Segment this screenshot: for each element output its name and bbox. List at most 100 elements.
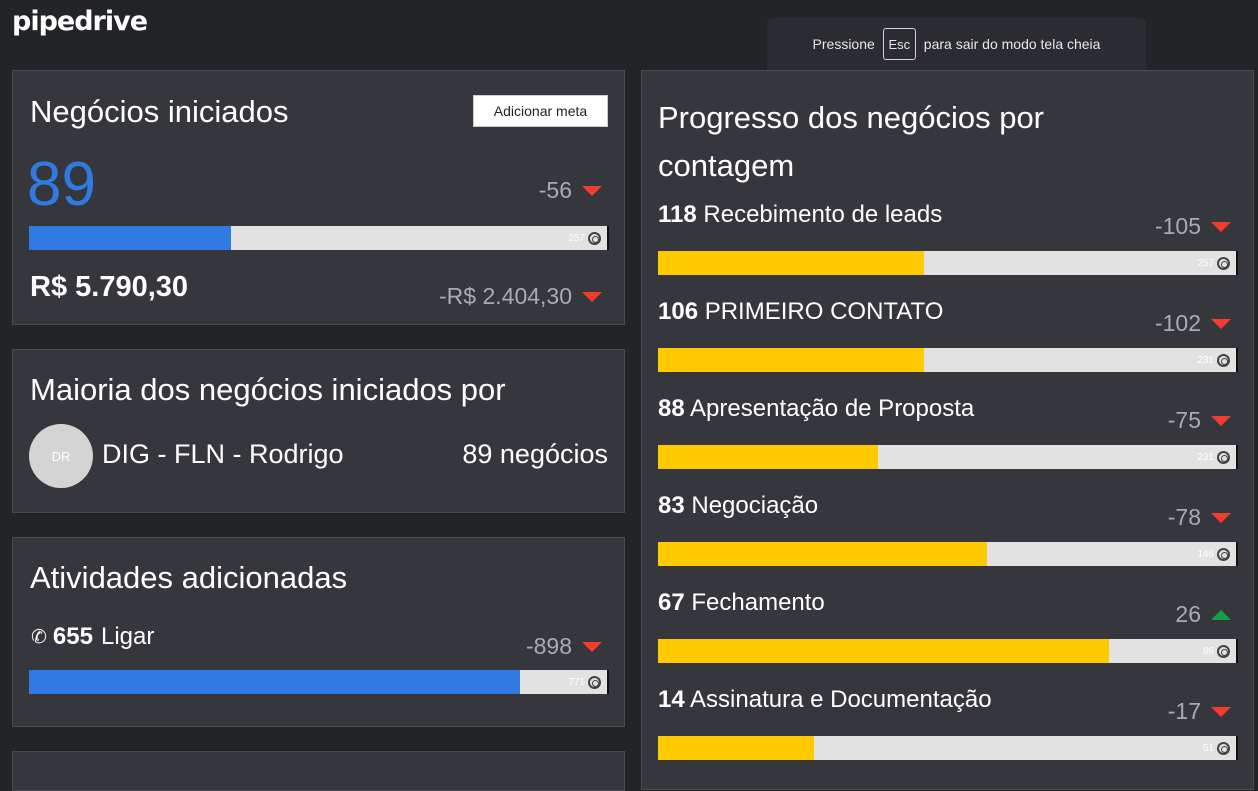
deals-count-delta: -56 xyxy=(539,177,602,204)
deals-started-title: Negócios iniciados xyxy=(30,94,289,129)
target-icon xyxy=(1217,353,1230,367)
down-arrow-icon xyxy=(582,185,602,196)
activities-goal-value: 771 xyxy=(568,676,585,688)
stage-label: 83 Negociação xyxy=(658,492,818,520)
stage-goal: 231 xyxy=(1197,348,1230,372)
deals-progress-fill xyxy=(29,226,232,250)
next-card xyxy=(12,751,625,791)
stage-row: 14 Assinatura e Documentação -17 51 xyxy=(658,686,1238,783)
stage-progress-bar: 51 xyxy=(658,736,1238,760)
stage-progress-bar: 231 xyxy=(658,445,1238,469)
down-arrow-icon xyxy=(1211,415,1231,426)
stage-label: 118 Recebimento de leads xyxy=(658,201,942,229)
down-arrow-icon xyxy=(1211,706,1231,717)
stage-goal: 51 xyxy=(1203,736,1230,760)
stage-goal-value: 231 xyxy=(1197,354,1214,366)
stage-name: Assinatura e Documentação xyxy=(690,686,992,713)
stage-goal: 231 xyxy=(1197,445,1230,469)
target-icon xyxy=(1217,256,1230,270)
activity-row: ✆ 655 Ligar xyxy=(31,623,154,651)
target-icon xyxy=(588,675,601,689)
stage-delta-value: -17 xyxy=(1167,698,1201,724)
banner-suffix: para sair do modo tela cheia xyxy=(923,36,1101,52)
deals-value-delta-value: -R$ 2.404,30 xyxy=(439,283,572,309)
target-icon xyxy=(1217,644,1230,658)
down-arrow-icon xyxy=(1211,318,1231,329)
stage-row: 106 PRIMEIRO CONTATO -102 231 xyxy=(658,298,1238,395)
stage-count: 88 xyxy=(658,395,685,422)
avatar: DR xyxy=(29,424,93,488)
stage-delta: -105 xyxy=(1155,213,1231,240)
activities-delta: -898 xyxy=(526,633,602,660)
stage-progress-bar: 86 xyxy=(658,639,1238,663)
down-arrow-icon xyxy=(582,291,602,302)
down-arrow-icon xyxy=(1211,221,1231,232)
stage-goal: 257 xyxy=(1197,251,1230,275)
stage-name: Apresentação de Proposta xyxy=(690,395,975,422)
stage-progress-fill xyxy=(658,348,924,372)
stage-delta: -78 xyxy=(1168,504,1231,531)
stage-delta: -102 xyxy=(1155,310,1231,337)
activity-type: Ligar xyxy=(100,623,155,650)
top-owner-card: Maioria dos negócios iniciados por DR DI… xyxy=(12,349,625,513)
activities-delta-value: -898 xyxy=(525,633,572,659)
deal-progress-title: Progresso dos negócios por contagem xyxy=(658,100,1045,183)
target-icon xyxy=(1217,741,1230,755)
stage-count: 118 xyxy=(658,201,697,228)
stage-delta-value: 26 xyxy=(1175,601,1201,627)
stage-goal: 146 xyxy=(1197,542,1230,566)
stage-goal-value: 146 xyxy=(1197,548,1214,560)
stage-progress-fill xyxy=(658,542,988,566)
stage-progress-fill xyxy=(658,736,815,760)
stage-progress-bar: 231 xyxy=(658,348,1238,372)
deals-value: R$ 5.790,30 xyxy=(30,271,189,303)
stage-row: 83 Negociação -78 146 xyxy=(658,492,1238,589)
stage-count: 14 xyxy=(658,686,685,713)
activities-progress-fill xyxy=(29,670,521,694)
stage-delta: -17 xyxy=(1168,698,1231,725)
stage-goal: 86 xyxy=(1203,639,1230,663)
stage-count: 67 xyxy=(658,589,685,616)
up-arrow-icon xyxy=(1211,609,1231,620)
stage-progress-bar: 257 xyxy=(658,251,1238,275)
stage-progress-fill xyxy=(658,445,878,469)
stage-count: 106 xyxy=(658,298,699,325)
add-goal-button[interactable]: Adicionar meta xyxy=(473,95,608,127)
phone-icon: ✆ xyxy=(31,626,47,648)
stage-label: 67 Fechamento xyxy=(658,589,825,617)
activities-card: Atividades adicionadas ✆ 655 Ligar -898 … xyxy=(12,537,625,727)
stage-name: Negociação xyxy=(691,492,819,519)
stage-row: 118 Recebimento de leads -105 257 xyxy=(658,201,1238,298)
activities-progress-bar: 771 xyxy=(29,670,609,694)
esc-key: Esc xyxy=(882,28,916,60)
stage-label: 106 PRIMEIRO CONTATO xyxy=(658,298,943,326)
stage-count: 83 xyxy=(658,492,685,519)
stage-delta-value: -75 xyxy=(1167,407,1201,433)
fullscreen-exit-banner: Pressione Esc para sair do modo tela che… xyxy=(767,18,1146,70)
activities-title: Atividades adicionadas xyxy=(30,560,348,595)
stage-delta-value: -105 xyxy=(1154,213,1201,239)
stage-progress-fill xyxy=(658,251,924,275)
stage-label: 88 Apresentação de Proposta xyxy=(658,395,974,423)
target-icon xyxy=(1217,547,1230,561)
down-arrow-icon xyxy=(582,641,602,652)
stage-name: PRIMEIRO CONTATO xyxy=(704,298,944,325)
stage-goal-value: 86 xyxy=(1202,645,1214,657)
banner-prefix: Pressione xyxy=(812,36,875,52)
deals-count: 89 xyxy=(27,150,96,219)
stage-name: Fechamento xyxy=(691,589,825,616)
stage-goal-value: 231 xyxy=(1197,451,1214,463)
stage-row: 67 Fechamento 26 86 xyxy=(658,589,1238,686)
activities-goal: 771 xyxy=(568,670,601,694)
stage-delta-value: -102 xyxy=(1154,310,1201,336)
stage-delta: 26 xyxy=(1175,601,1231,628)
deals-value-delta: -R$ 2.404,30 xyxy=(439,283,602,310)
pipedrive-logo: pipedrive xyxy=(12,6,148,37)
target-icon xyxy=(1217,450,1230,464)
top-owner-title: Maioria dos negócios iniciados por xyxy=(30,372,506,407)
deals-started-card: Negócios iniciados Adicionar meta 89 -56… xyxy=(12,70,625,325)
stage-progress-bar: 146 xyxy=(658,542,1238,566)
stage-label: 14 Assinatura e Documentação xyxy=(658,686,992,714)
target-icon xyxy=(588,231,601,245)
deals-goal: 257 xyxy=(568,226,601,250)
